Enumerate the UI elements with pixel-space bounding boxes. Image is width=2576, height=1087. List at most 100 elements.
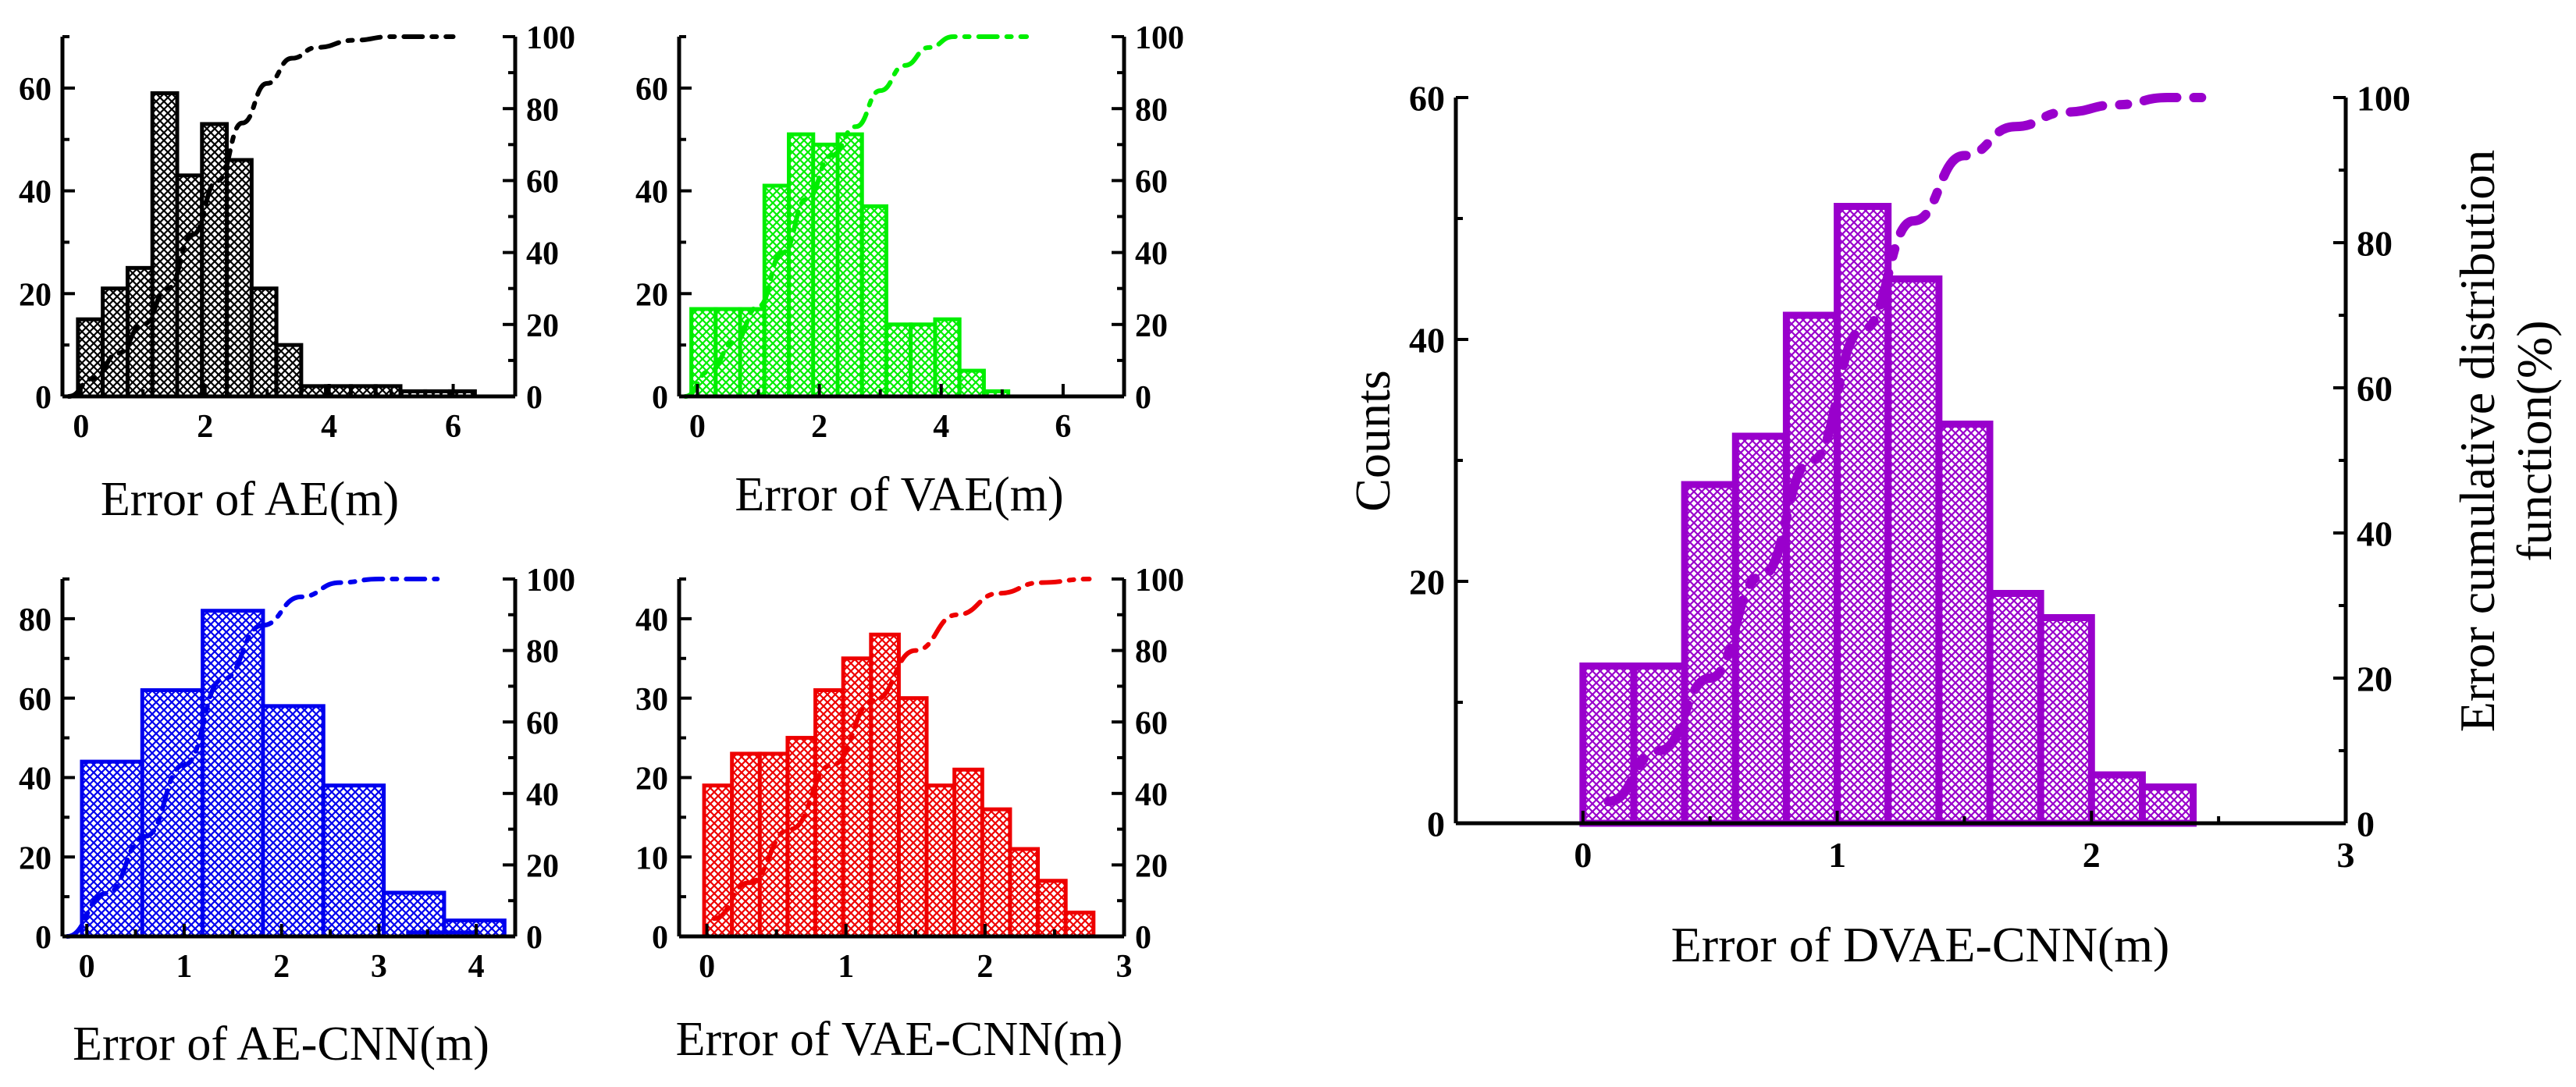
y-tick-label: 0	[35, 920, 52, 956]
histogram-bar	[2138, 783, 2197, 827]
histogram-bar	[225, 158, 254, 399]
histogram-bar	[730, 751, 762, 939]
histogram-bar	[859, 204, 888, 399]
histogram-bar	[869, 632, 901, 939]
y-axis-label: Counts	[1345, 370, 1400, 511]
histogram-bar	[261, 704, 326, 939]
histogram-bar	[841, 656, 873, 939]
y-tick-label: 30	[635, 682, 668, 718]
bars	[689, 132, 1011, 399]
histogram-bar	[896, 696, 929, 939]
x-tick-label: 0	[73, 409, 89, 445]
histogram-bar	[321, 783, 386, 939]
y2-tick-label: 80	[526, 634, 559, 670]
histogram-bar	[787, 132, 816, 399]
y-tick-label: 60	[635, 72, 668, 108]
y2-tick-label: 40	[526, 236, 559, 272]
histogram-bar	[1986, 590, 2044, 827]
x-tick-label: 6	[1055, 409, 1071, 445]
histogram-bar	[933, 317, 962, 399]
y2-tick-label: 40	[1135, 777, 1168, 813]
y2-tick-label: 100	[2357, 79, 2411, 119]
y2-tick-label: 20	[526, 308, 559, 344]
x-tick-label: 3	[371, 949, 387, 985]
y-tick-label: 0	[652, 920, 668, 956]
x-tick-label: 3	[2337, 835, 2355, 875]
histogram-bar	[738, 307, 767, 399]
y-tick-label: 20	[635, 762, 668, 797]
x-tick-label: 0	[1574, 835, 1592, 875]
y2-tick-label: 80	[1135, 634, 1168, 670]
histogram-bar	[1630, 663, 1688, 827]
histogram-bar	[1884, 275, 1943, 827]
x-tick-label: 0	[79, 949, 95, 985]
x-tick-label: 1	[176, 949, 192, 985]
y-tick-label: 40	[635, 602, 668, 638]
y2-tick-label: 80	[1135, 92, 1168, 128]
histogram-bar	[2037, 614, 2095, 827]
histogram-bar	[884, 322, 913, 399]
y2-tick-label: 60	[526, 165, 559, 201]
y2-tick-label: 40	[526, 777, 559, 813]
histogram-bar	[909, 322, 938, 399]
panel-xlabel: Error of AE-CNN(m)	[73, 1018, 489, 1071]
histogram-bar	[201, 609, 265, 939]
y2-tick-label: 60	[526, 705, 559, 741]
x-tick-label: 2	[811, 409, 827, 445]
x-tick-label: 1	[1828, 835, 1846, 875]
histogram-bar	[1935, 421, 1994, 827]
x-tick-label: 6	[445, 409, 461, 445]
y-tick-label: 20	[1409, 563, 1445, 602]
y2-tick-label: 60	[1135, 165, 1168, 201]
panel-xlabel: Error of VAE-CNN(m)	[676, 1013, 1123, 1066]
histogram-bar	[957, 368, 986, 399]
cdf-line	[66, 34, 456, 399]
y2-tick-label: 100	[1135, 20, 1184, 56]
histogram-bar	[980, 807, 1012, 939]
y-tick-label: 80	[19, 602, 52, 638]
histogram-bar	[150, 91, 180, 399]
y2-tick-label: 0	[2357, 805, 2375, 844]
y2-tick-label: 40	[1135, 236, 1168, 272]
x-tick-label: 4	[933, 409, 949, 445]
y-tick-label: 0	[652, 380, 668, 416]
x-tick-label: 2	[2083, 835, 2101, 875]
y-tick-label: 0	[1427, 805, 1445, 844]
histogram-bar	[924, 783, 957, 939]
histogram-bar	[249, 286, 279, 399]
y2-tick-label: 0	[1135, 920, 1151, 956]
histogram-bar	[689, 307, 718, 399]
x-tick-label: 2	[273, 949, 290, 985]
histogram-bar	[274, 343, 304, 399]
x-tick-label: 0	[689, 409, 706, 445]
bars	[76, 91, 477, 399]
histogram-bar	[175, 173, 205, 399]
x-tick-label: 1	[838, 949, 854, 985]
x-tick-label: 2	[977, 949, 993, 985]
y2-axis-label-line2: function(%)	[2507, 320, 2562, 561]
histogram-bar	[713, 307, 742, 399]
y-tick-label: 20	[19, 277, 52, 313]
y2-tick-label: 60	[2357, 369, 2393, 409]
panel-xlabel: Error of VAE(m)	[735, 468, 1063, 521]
y2-tick-label: 40	[2357, 514, 2393, 554]
cdf-line	[1603, 92, 2224, 807]
y2-tick-label: 100	[526, 563, 575, 599]
y2-tick-label: 60	[1135, 705, 1168, 741]
histogram-bar	[952, 767, 984, 939]
x-tick-label: 2	[197, 409, 213, 445]
y2-tick-label: 80	[526, 92, 559, 128]
histogram-bar	[785, 736, 818, 939]
y2-tick-label: 0	[1135, 380, 1151, 416]
cdf-line	[65, 576, 440, 939]
y2-axis-label-line1: Error cumulative distribution	[2450, 150, 2505, 733]
y2-tick-label: 20	[1135, 849, 1168, 885]
histogram-bar	[702, 783, 735, 939]
y2-tick-label: 80	[2357, 224, 2393, 264]
y2-tick-label: 100	[1135, 563, 1184, 599]
x-tick-label: 4	[321, 409, 337, 445]
histogram-dvae-cnn: Error of DVAE-CNN(m) Counts Error cumula…	[1345, 79, 2562, 972]
bars	[80, 609, 507, 939]
histogram-bar	[835, 132, 864, 399]
